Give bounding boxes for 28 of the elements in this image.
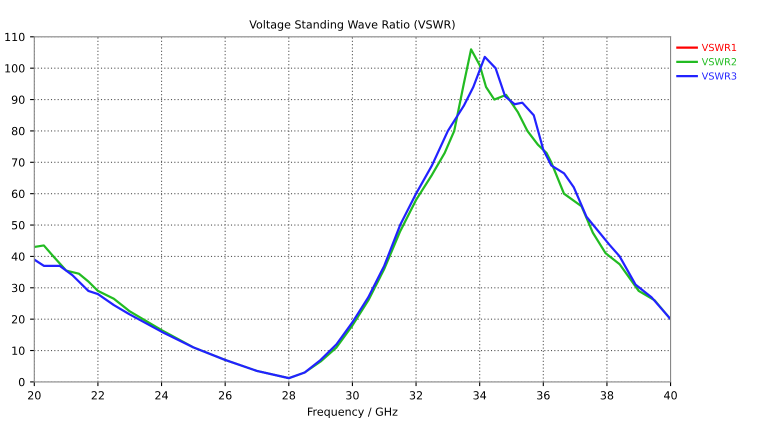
legend-label: VSWR1 [702, 44, 736, 52]
x-tick-label: 22 [92, 391, 104, 400]
y-tick-label: 110 [5, 32, 25, 42]
x-tick-label: 20 [28, 391, 41, 400]
y-tick-label: 70 [12, 158, 25, 167]
y-tick-label: 90 [12, 96, 25, 104]
x-tick-label: 40 [664, 391, 677, 400]
x-tick-label: 34 [473, 391, 486, 400]
y-tick-label: 60 [12, 190, 25, 198]
x-tick-label: 26 [218, 391, 232, 400]
legend-label: VSWR3 [702, 72, 736, 80]
chart-title: Voltage Standing Wave Ratio (VSWR) [249, 20, 455, 31]
x-axis-title: Frequency / GHz [308, 407, 398, 418]
y-tick-label: 100 [5, 64, 25, 73]
y-tick-label: 30 [12, 284, 25, 292]
x-tick-label: 24 [155, 391, 168, 400]
x-tick-label: 32 [410, 391, 422, 400]
y-tick-label: 50 [12, 221, 25, 230]
y-tick-label: 20 [12, 315, 25, 324]
x-tick-label: 28 [282, 391, 296, 400]
x-tick-label: 30 [346, 391, 359, 400]
y-tick-label: 80 [12, 126, 25, 136]
y-tick-label: 10 [12, 346, 25, 355]
y-tick-label: 0 [18, 378, 25, 386]
y-tick-label: 40 [12, 252, 25, 261]
legend-label: VSWR2 [702, 58, 736, 66]
x-tick-label: 36 [537, 391, 550, 400]
x-tick-label: 38 [600, 391, 614, 400]
